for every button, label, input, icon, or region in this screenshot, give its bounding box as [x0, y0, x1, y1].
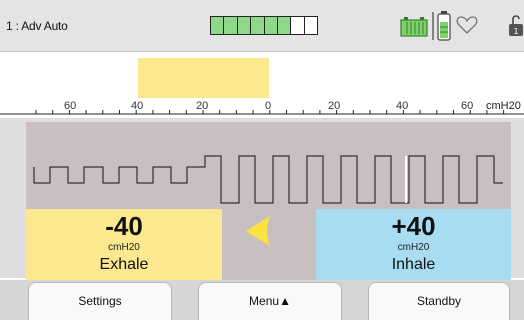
- tick-label: 60: [461, 100, 474, 112]
- inhale-readout: +40 cmH20 Inhale: [316, 209, 511, 280]
- lock-icon[interactable]: 1: [508, 12, 524, 40]
- level-segment: [251, 17, 265, 34]
- gauge-bar: [138, 58, 269, 98]
- settings-button[interactable]: Settings: [28, 282, 172, 320]
- level-segment: [211, 17, 225, 34]
- tick-label: 20: [196, 100, 209, 112]
- triangle-left-icon: [246, 216, 270, 246]
- level-segment: [277, 17, 292, 34]
- level-meter: [210, 16, 318, 35]
- level-segment: [264, 17, 278, 34]
- waveform: [33, 155, 503, 204]
- level-segment: [304, 17, 317, 34]
- battery-vertical-icon: [432, 11, 451, 41]
- inhale-value: +40: [391, 211, 436, 241]
- level-segment: [224, 17, 238, 34]
- exhale-unit: cmH20: [108, 242, 140, 253]
- exhale-readout: -40 cmH20 Exhale: [26, 209, 222, 280]
- gauge-scale: [0, 110, 524, 115]
- phase-indicator: [222, 209, 316, 280]
- waveform-display: [26, 122, 511, 210]
- tick-label: 40: [131, 100, 144, 112]
- exhale-label: Exhale: [99, 256, 149, 273]
- inhale-unit: cmH20: [397, 242, 430, 253]
- level-segment: [237, 17, 252, 34]
- tick-label: 0: [265, 100, 272, 112]
- inhale-label: Inhale: [391, 256, 436, 273]
- tick-label: 40: [396, 100, 409, 112]
- exhale-value: -40: [105, 211, 143, 241]
- heart-icon: [456, 16, 478, 34]
- tick-label: 20: [328, 100, 341, 112]
- mode-label: 1 : Adv Auto: [6, 19, 68, 33]
- svg-text:1: 1: [513, 27, 518, 36]
- pressure-gauge: 60 40 20 0 20 40 60 cmH20: [0, 52, 524, 118]
- menu-button[interactable]: Menu▲: [198, 282, 342, 320]
- battery-charging-icon: [400, 17, 428, 37]
- level-segment: [291, 17, 305, 34]
- gauge-unit-label: cmH20: [486, 100, 521, 112]
- status-bar: 1 : Adv Auto 1: [0, 0, 524, 52]
- tick-label: 60: [64, 100, 77, 112]
- standby-button[interactable]: Standby: [368, 282, 510, 320]
